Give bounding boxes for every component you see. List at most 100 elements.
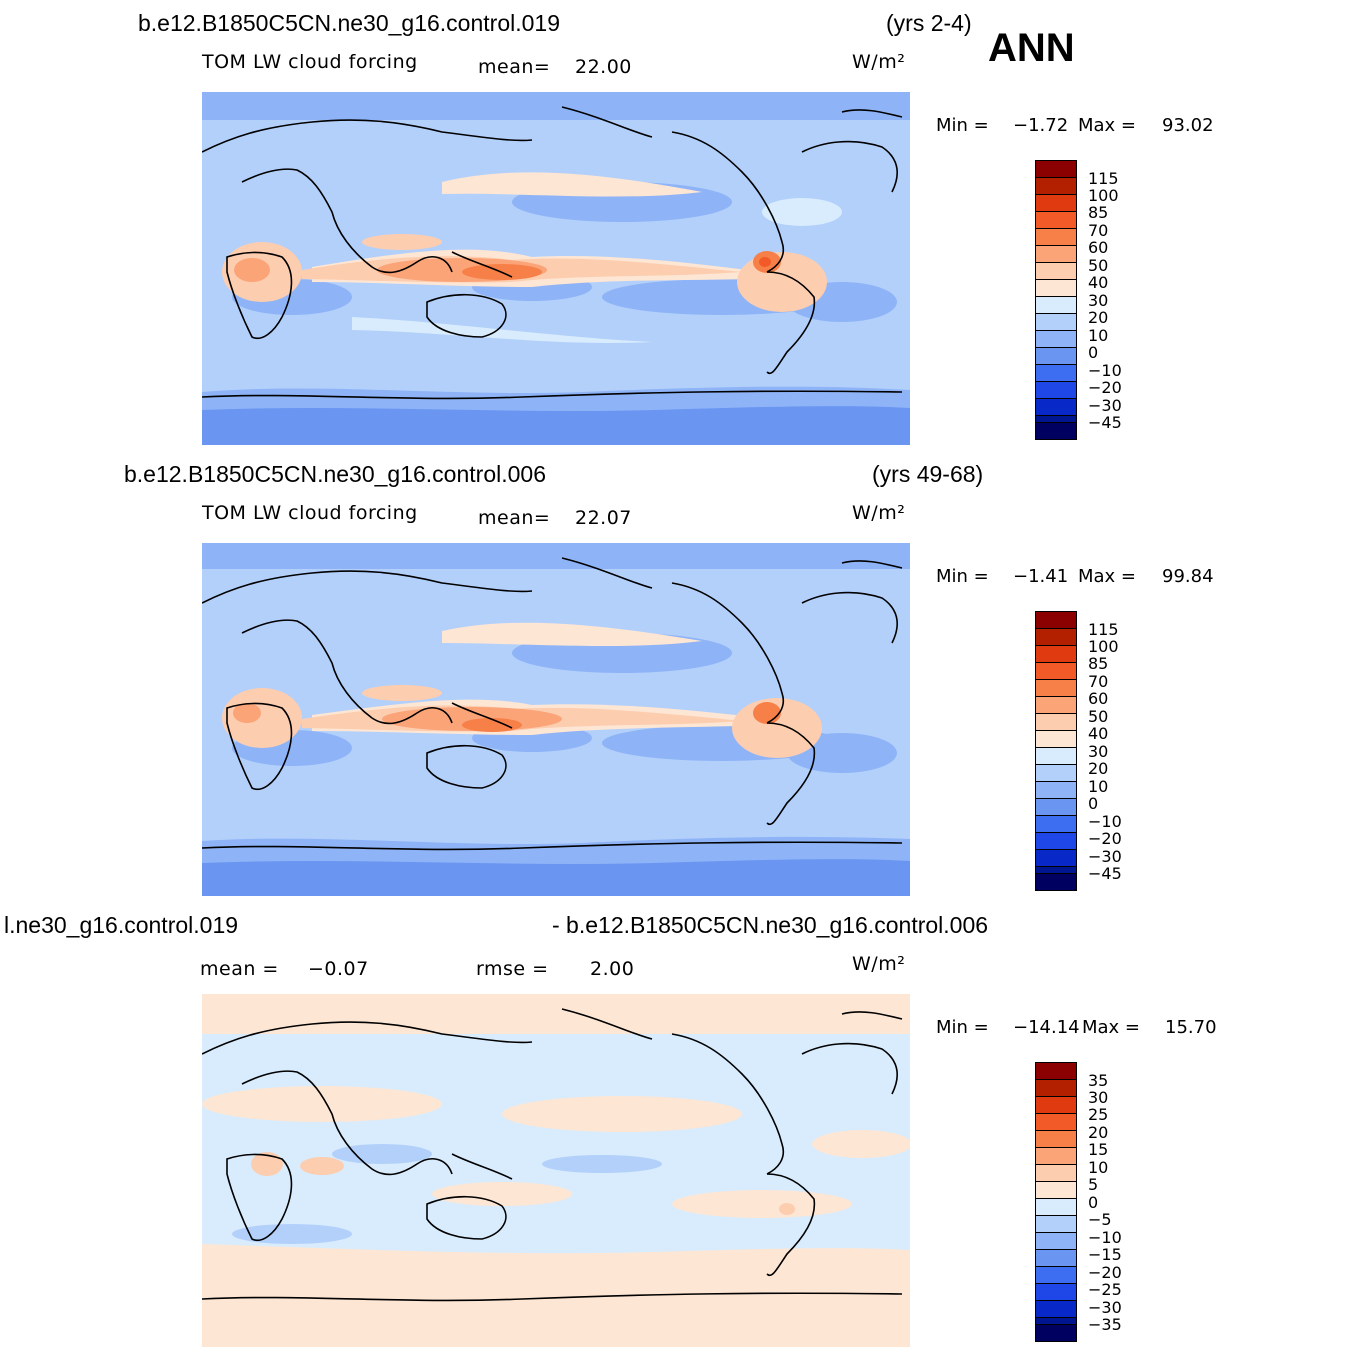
colorbar-label: −10: [1088, 361, 1122, 380]
colorbar-label: −30: [1088, 847, 1122, 866]
panel3-max-value: 15.70: [1165, 1017, 1217, 1038]
panel2-years: (yrs 49-68): [872, 461, 984, 487]
panel2-min-value: −1.41: [1013, 566, 1069, 587]
panel3-mean-value: −0.07: [308, 958, 369, 980]
colorbar-label: 0: [1088, 1193, 1099, 1212]
colorbar-label: 60: [1088, 689, 1109, 708]
panel1-min-value: −1.72: [1013, 115, 1069, 136]
colorbar-label: 70: [1088, 221, 1109, 240]
colorbar-label: 40: [1088, 724, 1109, 743]
colorbar-label: −30: [1088, 1298, 1122, 1317]
colorbar-segment: [1035, 177, 1077, 195]
colorbar-segment: [1035, 1130, 1077, 1148]
panel3-mean-label: mean =: [200, 958, 279, 980]
colorbar-segment: [1035, 662, 1077, 680]
colorbar-label: 30: [1088, 1088, 1109, 1107]
colorbar-label: −20: [1088, 829, 1122, 848]
colorbar-segment: [1035, 245, 1077, 263]
colorbar-label: 15: [1088, 1140, 1109, 1159]
colorbar-segment: [1035, 1232, 1077, 1250]
colorbar-segment: [1035, 1181, 1077, 1199]
panel2-variable-title: TOM LW cloud forcing: [202, 502, 418, 524]
panel1-colorbar: [1035, 160, 1077, 440]
panel3-case-right: - b.e12.B1850C5CN.ne30_g16.control.006: [552, 912, 989, 938]
colorbar-segment: [1035, 645, 1077, 663]
colorbar-label: −25: [1088, 1280, 1122, 1299]
panel2-mean-label: mean=: [478, 507, 551, 529]
colorbar-segment: [1035, 1266, 1077, 1284]
colorbar-segment: [1035, 1079, 1077, 1097]
colorbar-segment: [1035, 1198, 1077, 1216]
colorbar-segment: [1035, 611, 1077, 629]
colorbar-label: 30: [1088, 291, 1109, 310]
colorbar-label: −5: [1088, 1210, 1112, 1229]
panel1-years: (yrs 2-4): [886, 10, 972, 36]
colorbar-label: −45: [1088, 864, 1122, 883]
colorbar-segment: [1035, 1215, 1077, 1233]
colorbar-segment: [1035, 296, 1077, 314]
colorbar-label: 50: [1088, 707, 1109, 726]
colorbar-segment: [1035, 1283, 1077, 1301]
panel2-map: [202, 543, 910, 896]
colorbar-segment: [1035, 873, 1077, 891]
panel3-min-value: −14.14: [1013, 1017, 1080, 1038]
colorbar-label: 20: [1088, 759, 1109, 778]
colorbar-label: 115: [1088, 169, 1119, 188]
panel1-max-value: 93.02: [1162, 115, 1214, 136]
panel2-units: W/m²: [852, 502, 906, 524]
colorbar-label: 20: [1088, 1123, 1109, 1142]
colorbar-segment: [1035, 713, 1077, 731]
colorbar-label: 10: [1088, 777, 1109, 796]
colorbar-label: 30: [1088, 742, 1109, 761]
panel3-case-left: l.ne30_g16.control.019: [4, 912, 239, 938]
colorbar-segment: [1035, 330, 1077, 348]
colorbar-segment: [1035, 262, 1077, 280]
colorbar-label: 50: [1088, 256, 1109, 275]
panel1-units: W/m²: [852, 51, 906, 73]
season-label: ANN: [988, 26, 1075, 70]
panel2-min-label: Min =: [936, 566, 989, 587]
colorbar-segment: [1035, 1324, 1077, 1342]
panel1-min-label: Min =: [936, 115, 989, 136]
panel3-rmse-label: rmse =: [476, 958, 549, 980]
colorbar-segment: [1035, 279, 1077, 297]
colorbar-segment: [1035, 194, 1077, 212]
colorbar-segment: [1035, 347, 1077, 365]
panel3-colorbar: [1035, 1062, 1077, 1342]
colorbar-label: 40: [1088, 273, 1109, 292]
colorbar-segment: [1035, 1062, 1077, 1080]
colorbar-label: 10: [1088, 1158, 1109, 1177]
colorbar-label: −45: [1088, 413, 1122, 432]
colorbar-segment: [1035, 764, 1077, 782]
colorbar-label: −30: [1088, 396, 1122, 415]
panel2-colorbar: [1035, 611, 1077, 891]
colorbar-segment: [1035, 364, 1077, 382]
colorbar-segment: [1035, 815, 1077, 833]
colorbar-label: −35: [1088, 1315, 1122, 1334]
colorbar-label: 20: [1088, 308, 1109, 327]
colorbar-segment: [1035, 1096, 1077, 1114]
panel1-case-title: b.e12.B1850C5CN.ne30_g16.control.019: [138, 10, 560, 36]
colorbar-label: 100: [1088, 637, 1119, 656]
colorbar-label: −10: [1088, 812, 1122, 831]
colorbar-segment: [1035, 696, 1077, 714]
colorbar-segment: [1035, 1249, 1077, 1267]
colorbar-label: 115: [1088, 620, 1119, 639]
colorbar-segment: [1035, 1113, 1077, 1131]
panel3-map: [202, 994, 910, 1347]
colorbar-label: −10: [1088, 1228, 1122, 1247]
panel2-max-label: Max =: [1078, 566, 1137, 587]
colorbar-label: 100: [1088, 186, 1119, 205]
panel1-variable-title: TOM LW cloud forcing: [202, 51, 418, 73]
colorbar-label: 10: [1088, 326, 1109, 345]
colorbar-segment: [1035, 211, 1077, 229]
colorbar-label: 85: [1088, 654, 1109, 673]
colorbar-label: 0: [1088, 794, 1099, 813]
panel3-rmse-value: 2.00: [590, 958, 635, 980]
colorbar-segment: [1035, 628, 1077, 646]
colorbar-segment: [1035, 781, 1077, 799]
colorbar-segment: [1035, 679, 1077, 697]
panel3-max-label: Max =: [1082, 1017, 1141, 1038]
colorbar-label: 25: [1088, 1105, 1109, 1124]
colorbar-segment: [1035, 228, 1077, 246]
